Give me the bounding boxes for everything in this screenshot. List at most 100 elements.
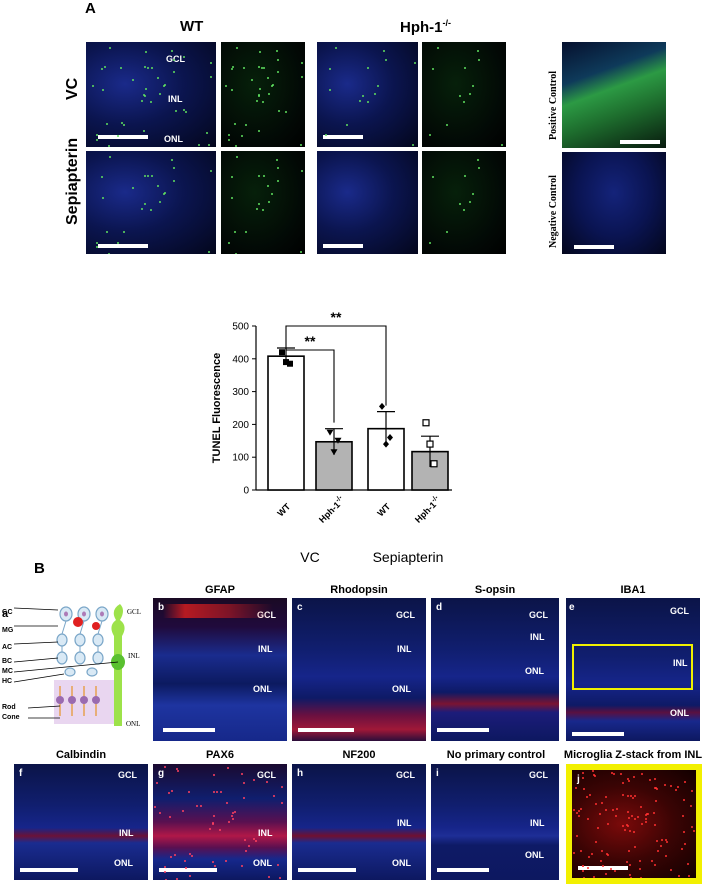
fluorescence-speck bbox=[654, 823, 657, 826]
bar bbox=[267, 355, 305, 491]
fluorescence-speck bbox=[256, 207, 259, 210]
layer-label-onl: ONL bbox=[392, 684, 411, 694]
fluorescence-speck bbox=[411, 143, 414, 146]
fluorescence-speck bbox=[163, 766, 166, 769]
fluorescence-speck bbox=[605, 808, 608, 811]
significance-bracket bbox=[285, 325, 387, 406]
fluorescence-speck bbox=[431, 67, 434, 70]
fluorescence-speck bbox=[144, 88, 147, 91]
fluorescence-speck bbox=[122, 124, 125, 127]
fluorescence-speck bbox=[233, 230, 236, 233]
fluorescence-speck bbox=[653, 786, 656, 789]
fluorescence-speck bbox=[159, 811, 162, 814]
data-point bbox=[334, 437, 342, 444]
fluorescence-speck bbox=[281, 785, 284, 788]
title-s-opsin: S-opsin bbox=[474, 584, 516, 596]
fluorescence-speck bbox=[596, 826, 599, 829]
layer-label-inl: INL bbox=[258, 828, 273, 838]
image-calbindin: f GCL INL ONL bbox=[14, 764, 148, 880]
layer-label-inl: INL bbox=[530, 818, 545, 828]
fluorescence-speck bbox=[690, 825, 693, 828]
fluorescence-speck bbox=[639, 805, 642, 808]
fluorescence-speck bbox=[157, 185, 160, 188]
fluorescence-speck bbox=[367, 66, 370, 69]
layer-label-onl: ONL bbox=[525, 850, 544, 860]
scale-bar bbox=[20, 868, 78, 872]
fluorescence-speck bbox=[181, 809, 184, 812]
fluorescence-speck bbox=[241, 864, 244, 867]
fluorescence-speck bbox=[637, 815, 640, 818]
fluorescence-speck bbox=[650, 859, 653, 862]
scale-bar bbox=[323, 244, 363, 248]
fluorescence-speck bbox=[278, 876, 281, 879]
fluorescence-speck bbox=[657, 849, 660, 852]
fluorescence-speck bbox=[626, 778, 629, 781]
fluorescence-speck bbox=[224, 860, 227, 863]
fluorescence-speck bbox=[600, 849, 603, 852]
fluorescence-speck bbox=[243, 782, 246, 785]
fluorescence-speck bbox=[142, 94, 145, 97]
fluorescence-speck bbox=[244, 849, 247, 852]
group-label: VC bbox=[300, 549, 319, 565]
fluorescence-speck bbox=[211, 821, 214, 824]
fluorescence-speck bbox=[572, 808, 575, 811]
fluorescence-speck bbox=[463, 175, 466, 178]
fluorescence-speck bbox=[108, 47, 111, 50]
fluorescence-speck bbox=[299, 143, 302, 146]
schematic-layer-gcl: GCL bbox=[127, 608, 141, 616]
row-label-vc: VC bbox=[64, 77, 81, 100]
fluorescence-speck bbox=[681, 847, 684, 850]
fluorescence-speck bbox=[612, 772, 615, 775]
fluorescence-speck bbox=[601, 865, 604, 868]
fluorescence-speck bbox=[258, 51, 261, 54]
fluorescence-speck bbox=[674, 789, 677, 792]
fluorescence-speck bbox=[471, 193, 474, 196]
image-rhodopsin: c GCL INL ONL bbox=[292, 598, 426, 741]
fluorescence-speck bbox=[644, 820, 647, 823]
fluorescence-speck bbox=[690, 790, 693, 793]
fluorescence-speck bbox=[276, 158, 279, 161]
image-tag: i bbox=[436, 768, 439, 779]
data-point bbox=[426, 440, 434, 448]
fluorescence-speck bbox=[212, 790, 215, 793]
fluorescence-speck bbox=[140, 99, 143, 102]
image-iba1: e GCL INL ONL bbox=[566, 598, 700, 741]
fluorescence-speck bbox=[628, 864, 631, 867]
fluorescence-speck bbox=[210, 170, 213, 173]
layer-label-onl: ONL bbox=[114, 858, 133, 868]
cell-label-cone: Cone bbox=[2, 714, 20, 721]
layer-label-inl: INL bbox=[168, 94, 183, 104]
fluorescence-speck bbox=[629, 876, 632, 878]
fluorescence-speck bbox=[209, 827, 212, 830]
fluorescence-speck bbox=[612, 808, 615, 811]
fluorescence-speck bbox=[150, 66, 153, 69]
image-wt-vc-merged: GCL INL ONL bbox=[86, 42, 216, 147]
fluorescence-speck bbox=[678, 874, 681, 877]
fluorescence-speck bbox=[149, 100, 152, 103]
scale-bar bbox=[298, 868, 356, 872]
fluorescence-speck bbox=[277, 167, 280, 170]
data-point bbox=[326, 429, 334, 436]
fluorescence-speck bbox=[169, 856, 172, 858]
fluorescence-speck bbox=[257, 94, 260, 97]
fluorescence-speck bbox=[243, 796, 246, 799]
fluorescence-speck bbox=[655, 800, 658, 803]
layer-label-inl: INL bbox=[673, 658, 688, 668]
fluorescence-speck bbox=[681, 814, 684, 817]
fluorescence-speck bbox=[219, 791, 222, 794]
layer-label-inl: INL bbox=[397, 818, 412, 828]
fluorescence-speck bbox=[163, 865, 166, 868]
fluorescence-speck bbox=[262, 100, 265, 103]
x-tick-label: Hph-1-/- bbox=[412, 494, 443, 525]
fluorescence-speck bbox=[598, 812, 601, 815]
fluorescence-speck bbox=[231, 196, 234, 199]
fluorescence-speck bbox=[162, 85, 165, 88]
fluorescence-speck bbox=[197, 143, 200, 146]
title-pax6: PAX6 bbox=[206, 749, 234, 761]
fluorescence-speck bbox=[644, 817, 647, 820]
fluorescence-speck bbox=[256, 99, 259, 102]
fluorescence-speck bbox=[117, 242, 120, 245]
fluorescence-speck bbox=[469, 201, 472, 204]
fluorescence-speck bbox=[164, 84, 167, 87]
fluorescence-speck bbox=[301, 170, 304, 173]
